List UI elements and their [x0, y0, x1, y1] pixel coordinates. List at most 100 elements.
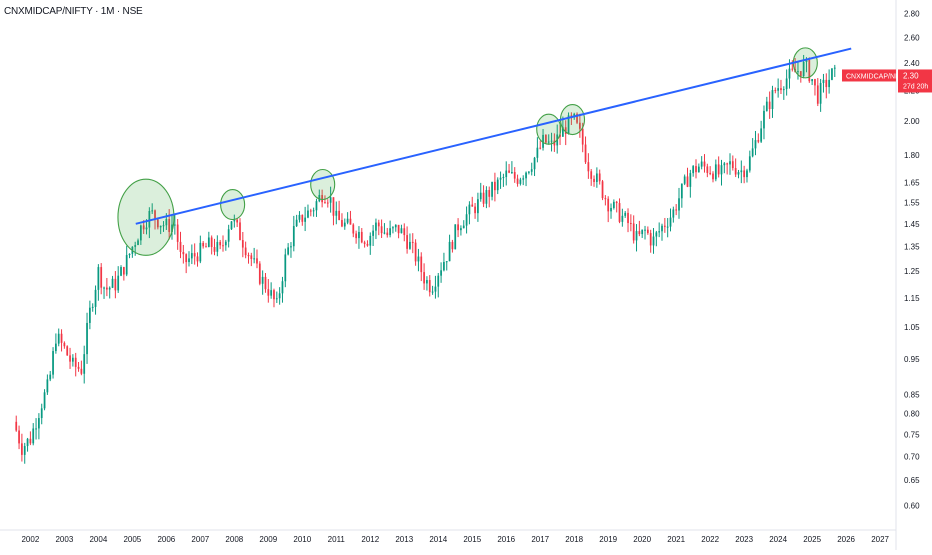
candle-body [678, 198, 680, 211]
candle [326, 199, 329, 208]
candle-body [689, 173, 692, 187]
y-tick-label: 1.25 [904, 267, 920, 276]
candle [176, 219, 179, 250]
candle [29, 431, 32, 446]
candle-body [216, 241, 219, 252]
candle-body [142, 225, 145, 230]
candle-body [63, 342, 66, 347]
x-tick-label: 2014 [429, 535, 447, 544]
candle [57, 328, 60, 347]
candle-body [57, 333, 60, 344]
candle [358, 226, 360, 249]
candle-body [511, 172, 513, 174]
candle-body [825, 79, 828, 88]
candle [227, 224, 230, 248]
candle-body [462, 225, 465, 229]
candle-body [417, 256, 420, 262]
candle [474, 202, 476, 219]
candle-body [108, 287, 111, 290]
candle-body [414, 242, 417, 262]
candle-body [15, 421, 18, 431]
candle-body [791, 68, 794, 70]
candle-body [627, 212, 629, 224]
candle-body [695, 166, 697, 173]
candle-body [380, 226, 383, 234]
candle-body [49, 374, 52, 380]
candle [312, 207, 315, 217]
candle [343, 218, 346, 230]
candle-body [443, 262, 445, 271]
candle [72, 354, 74, 367]
candle-body [326, 202, 329, 204]
candle [437, 272, 440, 298]
candle [278, 287, 281, 305]
candle-body [731, 161, 734, 169]
trendline [135, 47, 852, 225]
candle [38, 413, 40, 440]
candle [270, 282, 273, 299]
candle [479, 182, 482, 202]
candle-body [196, 256, 199, 262]
candle-body [301, 214, 304, 222]
candle-body [321, 195, 324, 203]
candle [105, 277, 108, 297]
candle [768, 91, 771, 119]
candle [485, 186, 488, 209]
candle [219, 239, 222, 250]
candle-body [369, 235, 372, 246]
candle [751, 138, 754, 158]
candle [451, 239, 454, 253]
candle [363, 240, 366, 248]
candle [695, 159, 697, 179]
candle-body [210, 237, 213, 248]
candle-body [482, 192, 485, 204]
candle [576, 112, 578, 125]
x-tick-label: 2002 [21, 535, 39, 544]
candle-body [394, 224, 397, 228]
candle [612, 199, 615, 210]
candle [148, 207, 151, 239]
x-tick-label: 2004 [89, 535, 107, 544]
candle [86, 312, 88, 364]
y-tick-label: 0.60 [904, 502, 920, 511]
candle-body [488, 190, 491, 197]
candle-body [77, 366, 80, 369]
candle-body [29, 438, 32, 444]
candle-body [587, 162, 590, 172]
candle-body [468, 204, 471, 215]
candle-body [273, 290, 275, 300]
candle [389, 220, 391, 238]
candle-body [400, 228, 403, 234]
candle-body [392, 227, 394, 229]
candle-body [403, 228, 406, 236]
candle-body [236, 219, 239, 223]
candle-body [355, 233, 357, 239]
candle-body [760, 128, 763, 142]
candle [292, 215, 295, 252]
candle [564, 120, 567, 146]
candle [477, 192, 479, 222]
candle-body [454, 224, 457, 250]
candle [646, 226, 649, 235]
candle [171, 214, 173, 240]
candle-body [465, 214, 468, 226]
candle-body [66, 346, 69, 356]
candle-body [763, 110, 765, 129]
candle-body [576, 113, 578, 123]
x-tick-label: 2007 [191, 535, 209, 544]
candle-body [680, 183, 683, 199]
candle [244, 241, 247, 259]
candle-body [797, 71, 799, 73]
candle-body [516, 178, 519, 184]
candle [488, 186, 491, 208]
candle [525, 171, 527, 187]
candle [298, 211, 301, 223]
candle-body [477, 199, 479, 214]
candle [550, 132, 553, 152]
y-tick-label: 1.80 [904, 151, 920, 160]
candle-body [539, 147, 542, 149]
candle [542, 129, 544, 151]
candle-body [352, 224, 355, 234]
candle-body [284, 254, 287, 282]
